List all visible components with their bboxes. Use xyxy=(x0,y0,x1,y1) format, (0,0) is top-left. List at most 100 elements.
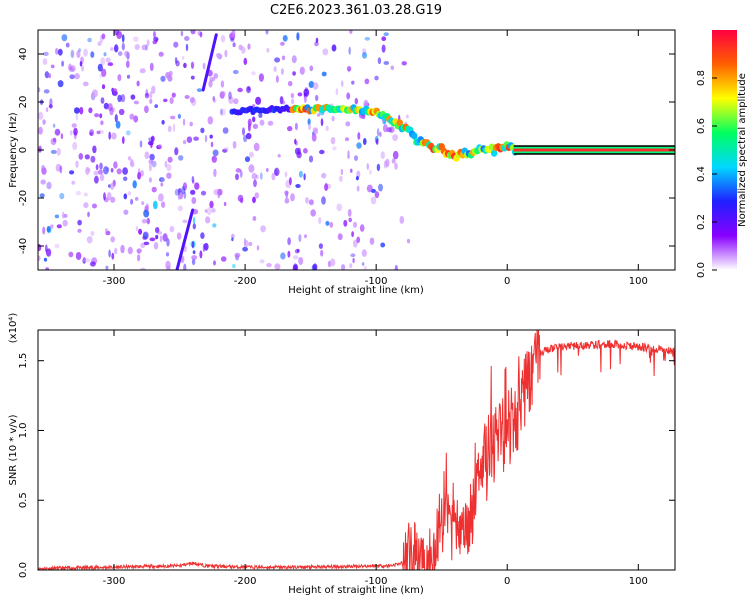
spectrogram-cell xyxy=(130,161,135,168)
spectrogram-cell xyxy=(364,36,371,41)
spectrogram-cell xyxy=(247,43,251,50)
spectrogram-cell xyxy=(192,216,196,225)
spectrogram-x-tick-label: 100 xyxy=(629,276,648,287)
spectrogram-cell xyxy=(347,208,352,217)
spectrogram-cell xyxy=(121,34,125,43)
spectrogram-cell xyxy=(211,155,217,163)
spectrogram-cell xyxy=(183,191,187,200)
spectrogram-cell xyxy=(295,184,301,188)
spectrogram-cell xyxy=(114,247,118,255)
spectrogram-cell xyxy=(161,120,165,125)
spectrogram-cell xyxy=(178,188,182,193)
spectrogram-cell xyxy=(84,258,91,263)
spectrogram-cell xyxy=(165,252,170,257)
spectrogram-cell xyxy=(184,95,190,99)
spectrogram-cell xyxy=(148,163,152,172)
spectrogram-cell xyxy=(90,261,96,267)
spectrogram-cell xyxy=(93,170,99,176)
spectrogram-cell xyxy=(137,250,141,255)
spectrogram-cell xyxy=(149,153,155,161)
spectrogram-cell xyxy=(208,80,213,88)
spectrogram-band-core xyxy=(513,148,675,152)
spectrogram-x-tick-label: -100 xyxy=(365,276,388,287)
spectrogram-cell xyxy=(296,248,300,253)
spectrogram-cell xyxy=(375,138,379,145)
snr-y-tick-label: 0.0 xyxy=(18,562,29,578)
spectrogram-cell xyxy=(127,191,132,196)
spectrogram-cell xyxy=(265,30,269,35)
spectrogram-cell xyxy=(54,214,60,219)
spectrogram-cell xyxy=(166,172,172,179)
spectrogram-cell xyxy=(369,237,375,245)
spectrogram-cell xyxy=(61,34,68,42)
spectrogram-cell xyxy=(99,113,103,119)
spectrogram-cell xyxy=(253,179,257,188)
spectrogram-cell xyxy=(287,250,291,258)
snr-y-tick-label: 1.5 xyxy=(18,353,29,369)
spectrogram-cell xyxy=(252,196,256,204)
spectrogram-cell xyxy=(50,138,57,146)
spectrogram-cell xyxy=(151,85,156,94)
spectrogram-cell xyxy=(321,196,326,205)
spectrogram-cell xyxy=(232,69,239,75)
spectrogram-cell xyxy=(228,96,234,104)
spectrogram-cell xyxy=(159,177,165,183)
spectrogram-cell xyxy=(158,193,164,202)
spectrogram-cell xyxy=(383,160,388,169)
spectrogram-cell xyxy=(182,140,187,145)
spectrogram-cell xyxy=(123,193,128,200)
spectrogram-cell xyxy=(394,162,398,170)
spectrogram-cell xyxy=(106,192,112,201)
spectrogram-cell xyxy=(213,260,216,266)
spectrogram-cell xyxy=(394,264,398,270)
spectrogram-cell xyxy=(100,97,105,104)
spectrogram-cell xyxy=(115,120,121,129)
colorbar-tick-label: 0.8 xyxy=(696,70,707,86)
spectrogram-cell xyxy=(363,138,367,145)
spectrogram-cell xyxy=(141,44,147,51)
spectrogram-cell xyxy=(84,154,90,160)
spectrogram-cell xyxy=(132,180,137,189)
spectrogram-cell xyxy=(76,50,81,59)
spectrogram-cell xyxy=(205,216,211,224)
spectrogram-cell xyxy=(249,151,254,158)
spectrogram-cell xyxy=(111,132,117,140)
spectrogram-cell xyxy=(303,95,307,103)
spectrogram-cell xyxy=(280,252,286,260)
spectrogram-cell xyxy=(364,78,370,85)
spectrogram-cell xyxy=(310,209,317,217)
spectrogram-cell xyxy=(267,120,274,126)
spectrogram-cell xyxy=(303,173,306,181)
spectrogram-cell xyxy=(274,263,281,270)
spectrogram-cell xyxy=(117,94,122,103)
spectrogram-cell xyxy=(149,91,153,99)
spectrogram-cell xyxy=(41,164,46,172)
spectrogram-cell xyxy=(209,76,216,82)
spectrogram-cell xyxy=(289,177,292,186)
spectrogram-cell xyxy=(54,243,60,249)
spectrogram-cell xyxy=(71,123,77,128)
spectrogram-cell xyxy=(298,234,302,243)
spectrogram-cell xyxy=(290,98,295,105)
spectrogram-cell xyxy=(108,131,111,140)
spectrogram-cell xyxy=(325,125,329,131)
spectrogram-cell xyxy=(199,250,203,259)
snr-frame xyxy=(37,329,676,571)
spectrogram-cell xyxy=(56,147,61,156)
spectrogram-cell xyxy=(160,182,164,187)
spectrogram-cell xyxy=(139,140,143,148)
spectrogram-cell xyxy=(149,237,156,242)
spectrogram-cell xyxy=(346,92,351,100)
spectrogram-cell xyxy=(111,252,115,260)
spectrogram-cell xyxy=(361,262,365,266)
spectrogram-cell xyxy=(139,267,146,270)
spectrogram-cell xyxy=(204,134,208,143)
spectrogram-cell xyxy=(296,32,300,41)
spectrogram-cell xyxy=(182,118,186,126)
spectrogram-cell xyxy=(126,74,131,79)
spectrogram-cell xyxy=(314,41,319,47)
spectrogram-cell xyxy=(362,52,367,59)
spectrogram-cell xyxy=(224,147,229,152)
spectrogram-cell xyxy=(126,130,131,136)
spectrogram-cell xyxy=(370,196,377,205)
